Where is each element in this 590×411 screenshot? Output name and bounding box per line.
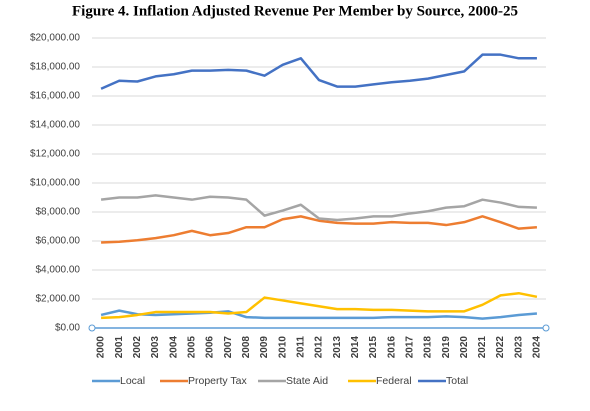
series-line [100, 194, 537, 222]
x-tick-label: 2005 [187, 336, 198, 359]
legend-label: Local [120, 375, 145, 387]
x-tick-label: 2019 [441, 336, 452, 359]
y-tick-label: $4,000.00 [36, 265, 81, 276]
x-tick-label: 2007 [223, 336, 234, 359]
x-tick-label: 2013 [332, 336, 343, 359]
series-line [101, 291, 538, 320]
x-tick-label: 2000 [96, 336, 107, 359]
x-tick-label: 2016 [386, 336, 397, 359]
axis-handle [542, 324, 550, 332]
x-tick-label: 2004 [168, 336, 179, 359]
y-tick-label: $18,000.00 [30, 62, 80, 73]
legend-label: Total [446, 375, 468, 387]
x-tick-label: 2015 [368, 336, 379, 359]
x-tick-label: 2008 [241, 336, 252, 359]
legend-label: Property Tax [188, 375, 247, 387]
x-tick-label: 2017 [404, 336, 415, 359]
y-tick-label: $6,000.00 [36, 236, 81, 247]
x-tick-label: 2002 [132, 336, 143, 359]
series-line [100, 53, 537, 90]
x-tick-label: 2023 [513, 336, 524, 359]
y-tick-label: $2,000.00 [36, 294, 81, 305]
axis-handle [88, 324, 96, 332]
series-line [101, 215, 538, 244]
x-tick-label: 2014 [350, 336, 361, 359]
series-line [100, 309, 538, 320]
y-tick-label: $20,000.00 [30, 33, 80, 44]
y-tick-label: $0.00 [55, 323, 80, 334]
x-tick-label: 2024 [532, 336, 543, 359]
x-tick-label: 2018 [423, 336, 434, 359]
chart-title: Figure 4. Inflation Adjusted Revenue Per… [72, 3, 518, 19]
x-tick-label: 2021 [477, 336, 488, 359]
legend-label: State Aid [286, 375, 328, 387]
x-tick-label: 2011 [295, 336, 306, 358]
y-tick-label: $14,000.00 [30, 120, 80, 131]
x-tick-label: 2010 [277, 336, 288, 359]
legend-label: Federal [376, 375, 412, 387]
x-tick-label: 2003 [150, 336, 161, 359]
x-tick-label: 2022 [495, 336, 506, 359]
y-tick-label: $16,000.00 [30, 91, 80, 102]
x-tick-label: 2006 [205, 336, 216, 359]
y-tick-label: $12,000.00 [30, 149, 80, 160]
x-tick-label: 2020 [459, 336, 470, 359]
x-tick-label: 2012 [314, 336, 325, 359]
y-tick-label: $8,000.00 [36, 207, 81, 218]
x-tick-label: 2009 [259, 336, 270, 359]
x-tick-label: 2001 [114, 336, 125, 359]
y-tick-label: $10,000.00 [30, 178, 80, 189]
